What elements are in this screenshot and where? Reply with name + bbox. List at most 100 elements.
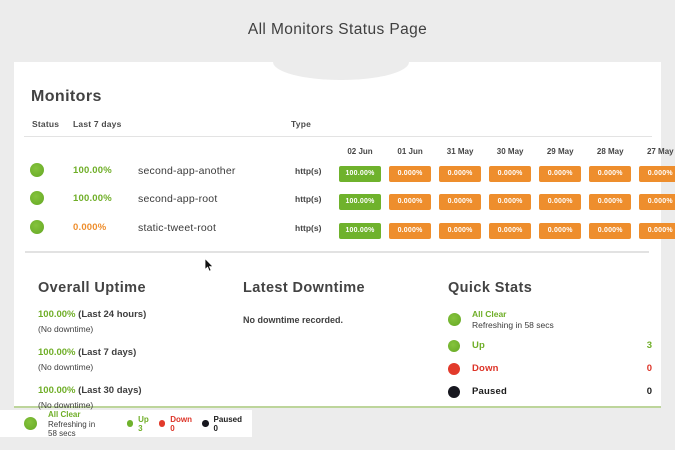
- mouse-cursor-icon: [204, 258, 214, 272]
- monitors-card: Monitors Status Last 7 days Type 02 Jun …: [14, 44, 675, 410]
- status-up-icon: [30, 191, 44, 205]
- uptime-percent: 100.00%: [73, 165, 112, 176]
- column-header-last7days: Last 7 days: [73, 119, 122, 129]
- uptime-percent: 0.000%: [73, 222, 107, 233]
- daily-uptime-badge: 0.000%: [539, 166, 582, 182]
- daily-uptime-badge: 0.000%: [539, 223, 582, 239]
- paused-dot-icon: [448, 385, 460, 398]
- daily-uptime-badge: 100.00%: [339, 223, 381, 239]
- uptime-value: 100.00%: [38, 309, 76, 320]
- down-value: 0: [646, 363, 652, 374]
- uptime-item: 100.00% (Last 24 hours) (No downtime): [38, 309, 238, 334]
- daily-uptime-badge: 0.000%: [639, 194, 675, 210]
- downtime-message: No downtime recorded.: [243, 315, 344, 325]
- all-clear-icon: [24, 417, 37, 430]
- daily-uptime-badge: 0.000%: [589, 223, 632, 239]
- monitor-row: 0.000% static-tweet-root http(s) 100.00%…: [14, 219, 675, 239]
- daily-uptime-badges: 100.00% 0.000% 0.000% 0.000% 0.000% 0.00…: [339, 219, 675, 239]
- table-header-divider: [24, 136, 652, 137]
- uptime-note: (No downtime): [38, 400, 94, 410]
- all-clear-label: All Clear: [472, 309, 507, 319]
- uptime-note: (No downtime): [38, 362, 94, 372]
- uptime-value: 100.00%: [38, 385, 76, 396]
- daily-uptime-badges: 100.00% 0.000% 0.000% 0.000% 0.000% 0.00…: [339, 162, 675, 182]
- latest-downtime-section: Latest Downtime No downtime recorded.: [243, 280, 443, 325]
- monitor-type: http(s): [295, 194, 322, 204]
- uptime-value: 100.00%: [38, 347, 76, 358]
- uptime-item: 100.00% (Last 30 days) (No downtime): [38, 385, 238, 410]
- date-header-row: 02 Jun 01 Jun 31 May 30 May 29 May 28 Ma…: [339, 141, 675, 159]
- sections-divider: [25, 251, 649, 253]
- monitor-name-link[interactable]: second-app-another: [138, 164, 236, 177]
- up-value: 3: [646, 340, 652, 351]
- daily-uptime-badge: 0.000%: [389, 223, 432, 239]
- daily-uptime-badge: 0.000%: [439, 166, 482, 182]
- footer-up-count: Up 3: [138, 414, 149, 433]
- daily-uptime-badge: 0.000%: [539, 194, 582, 210]
- date-header: 29 May: [546, 147, 574, 156]
- column-header-status: Status: [32, 119, 60, 129]
- footer-status-bar: All Clear Refreshing in 58 secs Up 3 Dow…: [0, 409, 252, 438]
- footer-refresh-countdown: Refreshing in 58 secs: [48, 419, 96, 438]
- refresh-countdown: Refreshing in 58 secs: [472, 320, 554, 330]
- uptime-note: (No downtime): [38, 324, 94, 334]
- daily-uptime-badge: 0.000%: [489, 194, 532, 210]
- daily-uptime-badge: 0.000%: [589, 166, 632, 182]
- monitor-name-link[interactable]: static-tweet-root: [138, 221, 217, 234]
- all-clear-status: All Clear Refreshing in 58 secs: [448, 309, 652, 330]
- status-up-icon: [30, 163, 44, 177]
- column-header-type: Type: [291, 119, 312, 129]
- status-up-icon: [30, 220, 44, 234]
- latest-downtime-heading: Latest Downtime: [243, 280, 366, 296]
- up-dot-icon: [448, 339, 460, 352]
- footer-all-clear-label: All Clear: [48, 409, 81, 419]
- date-header: 02 Jun: [347, 147, 373, 156]
- daily-uptime-badge: 0.000%: [489, 223, 532, 239]
- footer-paused-count: Paused 0: [213, 414, 242, 433]
- daily-uptime-badges: 100.00% 0.000% 0.000% 0.000% 0.000% 0.00…: [339, 190, 675, 210]
- uptime-period: (Last 24 hours): [78, 309, 147, 320]
- paused-value: 0: [646, 386, 652, 397]
- monitor-name-link[interactable]: second-app-root: [138, 192, 218, 205]
- overall-uptime-section: Overall Uptime 100.00% (Last 24 hours) (…: [38, 280, 238, 410]
- daily-uptime-badge: 0.000%: [489, 166, 532, 182]
- paused-dot-icon: [202, 420, 209, 427]
- monitor-type: http(s): [295, 166, 322, 176]
- footer-down-count: Down 0: [170, 414, 193, 433]
- up-dot-icon: [126, 420, 134, 427]
- uptime-item: 100.00% (Last 7 days) (No downtime): [38, 347, 238, 372]
- date-header: 30 May: [496, 147, 524, 156]
- daily-uptime-badge: 0.000%: [389, 166, 432, 182]
- daily-uptime-badge: 0.000%: [639, 166, 675, 182]
- date-header: 31 May: [446, 147, 474, 156]
- daily-uptime-badge: 0.000%: [389, 194, 432, 210]
- paused-label: Paused: [472, 386, 507, 397]
- stat-row-paused: Paused 0: [448, 384, 652, 399]
- overall-uptime-heading: Overall Uptime: [38, 280, 146, 296]
- date-header: 28 May: [596, 147, 624, 156]
- down-dot-icon: [158, 420, 166, 427]
- monitors-heading: Monitors: [31, 88, 102, 105]
- stat-row-down: Down 0: [448, 361, 652, 376]
- uptime-period: (Last 7 days): [78, 347, 137, 358]
- daily-uptime-badge: 100.00%: [339, 194, 381, 210]
- monitor-row: 100.00% second-app-root http(s) 100.00% …: [14, 190, 675, 210]
- quick-stats-heading: Quick Stats: [448, 280, 533, 296]
- down-dot-icon: [448, 362, 460, 375]
- daily-uptime-badge: 0.000%: [639, 223, 675, 239]
- daily-uptime-badge: 0.000%: [439, 194, 482, 210]
- daily-uptime-badge: 0.000%: [589, 194, 632, 210]
- monitor-row: 100.00% second-app-another http(s) 100.0…: [14, 162, 675, 182]
- up-label: Up: [472, 340, 486, 351]
- daily-uptime-badge: 0.000%: [439, 223, 482, 239]
- card-top-notch: [273, 44, 409, 80]
- quick-stats-section: Quick Stats All Clear Refreshing in 58 s…: [448, 280, 652, 399]
- down-label: Down: [472, 363, 499, 374]
- all-clear-icon: [448, 313, 461, 326]
- uptime-percent: 100.00%: [73, 193, 112, 204]
- monitor-type: http(s): [295, 223, 322, 233]
- date-header: 01 Jun: [397, 147, 423, 156]
- page-title: All Monitors Status Page: [247, 21, 428, 38]
- daily-uptime-badge: 100.00%: [339, 166, 381, 182]
